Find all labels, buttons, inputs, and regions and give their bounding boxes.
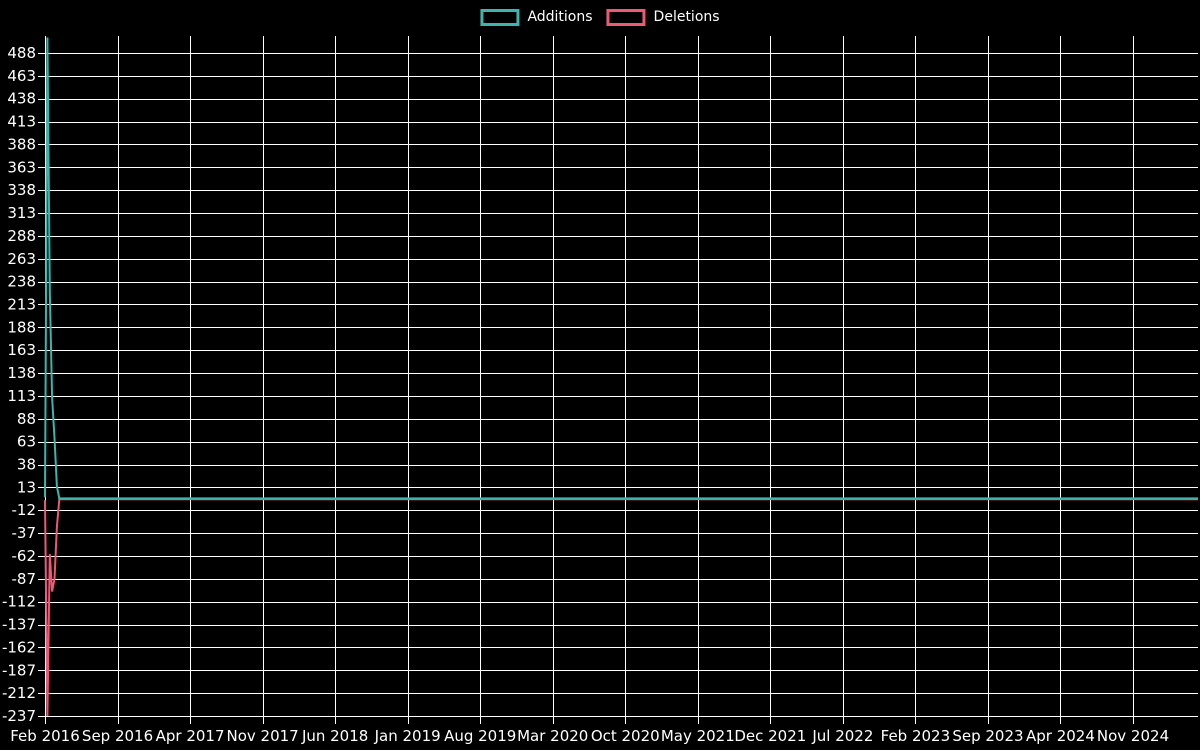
x-axis-tick-labels: Feb 2016 Sep 2016 Apr 2017 Nov 2017 Jun 2018…: [10, 727, 1169, 745]
y-tick-label: 438: [7, 90, 36, 108]
additions-line: [44, 37, 1198, 500]
data-series: [44, 37, 1198, 717]
y-tick-label: -237: [2, 707, 36, 725]
y-tick-label: -162: [2, 638, 36, 656]
x-tick-label: Jan 2019: [374, 727, 441, 745]
deletions-legend-label: Deletions: [653, 9, 720, 25]
y-axis-tick-labels: 488 463 438 413 388 363 338 313 288 263 238 213 188 1…: [2, 44, 36, 725]
additions-legend-label: Additions: [527, 9, 593, 25]
y-tick-label: 88: [17, 410, 36, 428]
y-tick-label: -87: [12, 570, 37, 588]
y-tick-label: 388: [7, 135, 36, 153]
x-tick-label: Mar 2020: [517, 727, 588, 745]
legend-item-deletions[interactable]: Deletions: [606, 8, 720, 26]
x-tick-label: Feb 2016: [10, 727, 80, 745]
y-tick-label: 188: [7, 318, 36, 336]
y-tick-label: -12: [12, 501, 37, 519]
x-tick-label: Jul 2022: [811, 727, 873, 745]
x-tick-label: Aug 2019: [444, 727, 516, 745]
y-tick-label: 113: [7, 387, 36, 405]
x-tick-label: Apr 2024: [1026, 727, 1095, 745]
y-tick-label: 313: [7, 204, 36, 222]
x-tick-label: Nov 2017: [226, 727, 298, 745]
y-tick-label: 463: [7, 67, 36, 85]
additions-legend-swatch: [480, 8, 520, 26]
x-tick-label: Feb 2023: [881, 727, 951, 745]
y-tick-label: 163: [7, 341, 36, 359]
x-tick-label: Dec 2021: [734, 727, 806, 745]
x-tick-label: Oct 2020: [591, 727, 660, 745]
x-tick-label: Jun 2018: [301, 727, 368, 745]
y-tick-label: 363: [7, 158, 36, 176]
y-tick-label: 138: [7, 364, 36, 382]
horizontal-gridlines: [38, 53, 1198, 717]
y-tick-label: 288: [7, 227, 36, 245]
y-tick-label: 63: [17, 433, 36, 451]
y-tick-label: 238: [7, 273, 36, 291]
y-tick-label: 263: [7, 250, 36, 268]
y-tick-label: -62: [12, 547, 37, 565]
y-tick-label: -212: [2, 684, 36, 702]
y-tick-label: 213: [7, 295, 36, 313]
deletions-legend-swatch: [606, 8, 646, 26]
x-tick-label: Apr 2017: [156, 727, 225, 745]
y-tick-label: 38: [17, 456, 36, 474]
deletions-line: [44, 498, 1198, 717]
y-tick-label: -137: [2, 616, 36, 634]
y-tick-label: 413: [7, 113, 36, 131]
x-tick-label: Sep 2023: [952, 727, 1023, 745]
y-tick-label: -112: [2, 593, 36, 611]
y-tick-label: 13: [17, 478, 36, 496]
y-tick-label: -187: [2, 661, 36, 679]
x-tick-label: Sep 2016: [82, 727, 153, 745]
legend-item-additions[interactable]: Additions: [480, 8, 593, 26]
y-tick-label: -37: [12, 524, 37, 542]
x-tick-label: Nov 2024: [1097, 727, 1169, 745]
chart-legend: Additions Deletions: [473, 8, 726, 26]
vertical-gridlines: [45, 36, 1134, 724]
y-tick-label: 488: [7, 44, 36, 62]
x-tick-label: May 2021: [661, 727, 735, 745]
y-tick-label: 338: [7, 181, 36, 199]
